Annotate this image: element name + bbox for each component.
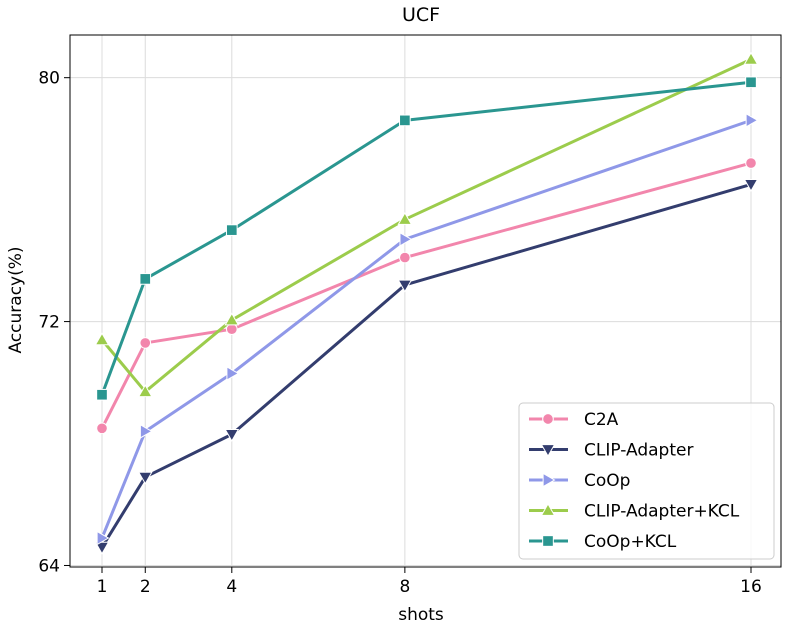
data-point-clip-adapter-kcl: [94, 332, 110, 346]
series-coop-kcl: [96, 76, 757, 401]
data-point-c2a: [96, 422, 108, 435]
data-point-coop: [745, 113, 759, 128]
y-axis-label: Accuracy(%): [6, 246, 26, 353]
data-point-coop: [96, 530, 110, 546]
data-point-coop-kcl: [96, 388, 108, 401]
legend-label: CoOp+KCL: [584, 532, 677, 552]
data-point-coop-kcl: [139, 273, 152, 285]
data-point-clip-adapter: [137, 471, 153, 485]
data-point-coop-kcl: [399, 114, 411, 127]
data-point-clip-adapter: [397, 279, 413, 293]
y-tick-label: 64: [38, 556, 60, 576]
x-tick-label: 16: [740, 577, 762, 597]
data-point-c2a: [139, 337, 152, 349]
legend-label: CLIP-Adapter: [584, 441, 693, 461]
data-point-coop-kcl: [745, 76, 757, 89]
data-point-c2a: [745, 157, 757, 169]
legend-label: CLIP-Adapter+KCL: [584, 502, 740, 522]
chart-title: UCF: [402, 4, 440, 26]
data-point-clip-adapter: [743, 179, 759, 192]
series-layer: [94, 51, 759, 555]
series-line-clip-adapter-kcl: [100, 58, 752, 394]
data-point-clip-adapter-kcl: [743, 51, 759, 65]
axis-ticks: 1 2 4 8 16 64 72 80: [38, 69, 761, 597]
legend-item-c2a: C2A: [529, 410, 619, 430]
series-c2a: [96, 157, 757, 435]
legend-item-coop: CoOp: [529, 471, 630, 491]
y-tick-label: 80: [38, 69, 60, 89]
data-point-clip-adapter-kcl: [224, 312, 240, 326]
legend-label: CoOp: [584, 471, 630, 491]
legend-box: [518, 402, 775, 560]
y-tick-label: 72: [38, 313, 60, 333]
x-tick-label: 2: [140, 577, 151, 597]
legend: C2A CLIP-Adapter CoOp CLIP-Adapter+KCL CoOp+…: [518, 402, 775, 560]
x-tick-label: 4: [226, 577, 237, 597]
legend-marker: [542, 413, 554, 425]
series-coop: [96, 113, 759, 546]
plot-area-frame: [69, 34, 782, 568]
legend-marker: [542, 535, 554, 547]
series-line-c2a: [100, 161, 752, 429]
series-clip-adapter: [94, 179, 759, 555]
data-point-coop: [139, 423, 153, 439]
x-tick-label: 1: [97, 577, 108, 597]
x-axis-label: shots: [398, 605, 444, 625]
data-point-clip-adapter-kcl: [137, 384, 153, 398]
x-tick-label: 8: [399, 577, 410, 597]
legend-marker: [540, 502, 556, 516]
legend-item-clip-adapter: CLIP-Adapter: [529, 441, 693, 461]
data-point-clip-adapter-kcl: [397, 211, 413, 225]
legend-label: C2A: [584, 410, 619, 430]
legend-item-coop-kcl: CoOp+KCL: [529, 532, 677, 552]
data-point-coop: [399, 231, 413, 247]
data-point-coop: [226, 366, 240, 381]
series-clip-adapter-kcl: [94, 51, 759, 398]
legend-item-clip-adapter-kcl: CLIP-Adapter+KCL: [529, 502, 740, 522]
legend-marker: [540, 444, 556, 458]
data-point-clip-adapter: [224, 429, 240, 442]
legend-marker: [542, 472, 556, 488]
data-point-c2a: [399, 251, 411, 264]
data-point-c2a: [225, 323, 238, 336]
data-point-coop-kcl: [225, 224, 238, 236]
